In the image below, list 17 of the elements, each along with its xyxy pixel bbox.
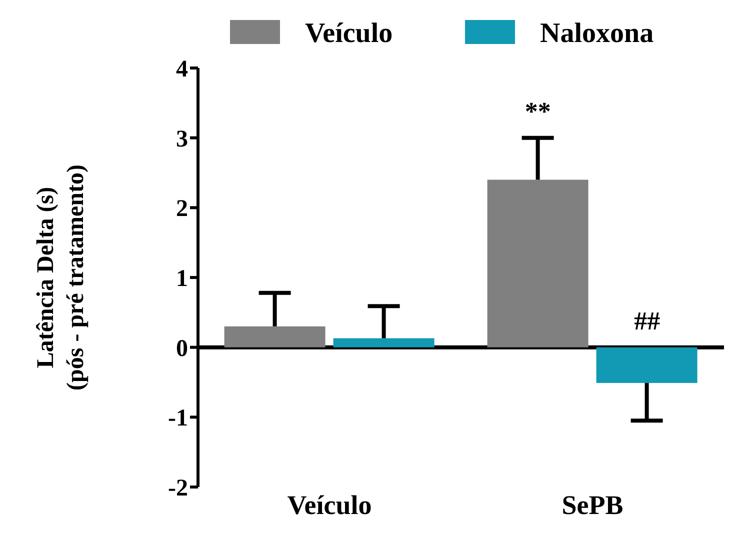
bar — [333, 338, 434, 348]
x-tick-label: SePB — [562, 490, 624, 520]
bar — [224, 326, 326, 348]
y-tick-label: 2 — [176, 196, 188, 222]
legend-label: Naloxona — [540, 18, 654, 49]
y-tick-label: 1 — [176, 266, 188, 292]
legend-label: Veículo — [305, 18, 393, 49]
y-tick-label: 4 — [176, 56, 188, 83]
annotation: ## — [634, 306, 660, 336]
annotation: ** — [524, 96, 551, 126]
y-tick-label: -1 — [168, 406, 188, 432]
bar — [487, 180, 588, 348]
y-tick-label: 3 — [176, 126, 188, 152]
y-tick-label: 0 — [176, 336, 188, 362]
bar — [596, 347, 698, 383]
y-tick-label: -2 — [168, 476, 188, 502]
y-axis-title: Latência Delta (s) (pós - pré tratamento) — [33, 164, 89, 390]
